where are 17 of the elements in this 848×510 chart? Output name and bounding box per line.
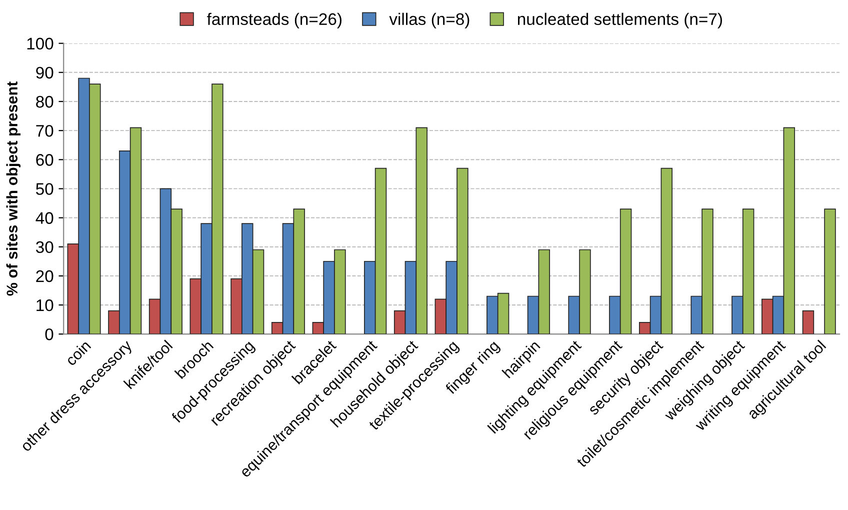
y-tick-label: 30 (36, 241, 54, 254)
y-tick-label: 100 (27, 38, 54, 50)
bar (802, 310, 814, 334)
y-tick-label: 20 (36, 270, 54, 282)
y-tick-label: 70 (36, 124, 54, 137)
legend-label: nucleated settlements (n=7) (518, 12, 722, 28)
legend-label: villas (n=8) (389, 12, 470, 28)
bar (824, 208, 836, 334)
y-tick-label: 10 (36, 299, 54, 312)
y-tick-label: 90 (36, 66, 54, 79)
y-tick-label: 60 (36, 154, 54, 166)
y-tick-label: 0 (45, 328, 54, 340)
legend-label: farmsteads (n=26) (207, 12, 342, 28)
y-tick-label: 40 (36, 212, 54, 224)
y-axis-title: % of sites with object present (6, 81, 21, 296)
y-tick-label: 80 (36, 96, 54, 108)
y-tick-label: 50 (36, 183, 54, 195)
